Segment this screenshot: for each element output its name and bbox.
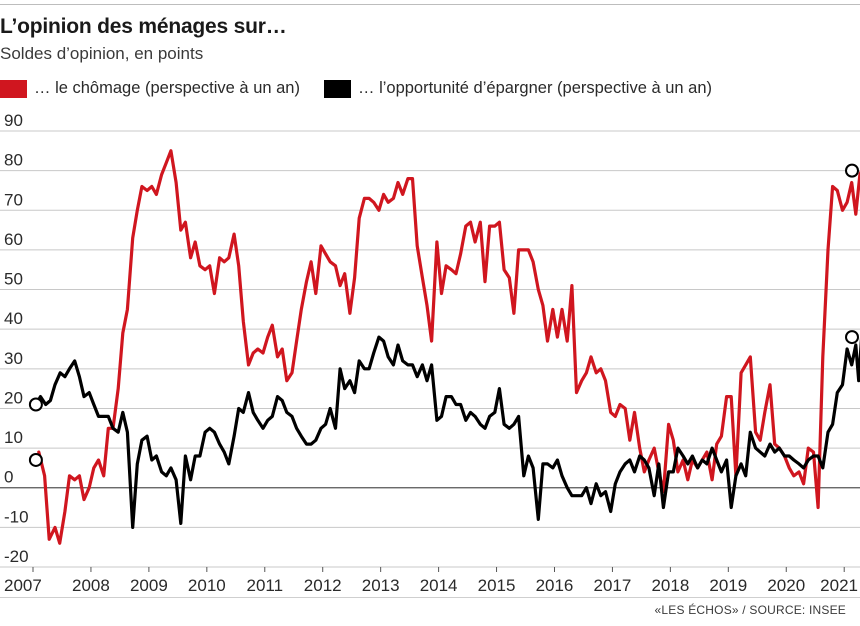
- x-tick-label: 2013: [362, 576, 400, 595]
- y-tick-label: -10: [4, 507, 29, 526]
- y-tick-label: 0: [4, 468, 13, 487]
- y-tick-label: 90: [4, 111, 23, 130]
- series-line-0: [37, 149, 860, 545]
- x-tick-label: 2021: [820, 576, 858, 595]
- legend-item-epargne: … l’opportunité d’épargner (perspective …: [323, 79, 713, 98]
- legend-item-chomage: … le chômage (perspective à un an): [0, 79, 300, 98]
- x-tick-label: 2016: [536, 576, 574, 595]
- bottom-rule: [0, 597, 860, 598]
- y-tick-label: 30: [4, 349, 23, 368]
- series-line-1: [34, 335, 860, 529]
- legend-swatch-red: [0, 79, 27, 98]
- y-tick-label: 20: [4, 388, 23, 407]
- series-lines: [34, 149, 860, 545]
- top-rule: [0, 4, 860, 5]
- x-tick-label: 2015: [478, 576, 516, 595]
- x-tick-label: 2007: [4, 576, 42, 595]
- y-tick-label: -20: [4, 547, 29, 566]
- x-tick-label: 2012: [304, 576, 342, 595]
- x-tick-label: 2018: [651, 576, 689, 595]
- x-tick-label: 2014: [420, 576, 458, 595]
- y-axis-ticks: 90 80 70 60 50 40 30 20 10 0 -10 -20: [4, 111, 29, 566]
- y-tick-label: 40: [4, 309, 23, 328]
- y-tick-label: 60: [4, 230, 23, 249]
- legend-swatch-black: [323, 79, 351, 98]
- series-marker: [28, 397, 43, 412]
- x-tick-label: 2019: [709, 576, 747, 595]
- grid-lines: [0, 130, 860, 568]
- x-tick-label: 2020: [767, 576, 805, 595]
- x-axis-ticks: 2007 2008 2009 2010 2011 2012 2013 2014 2015 2016…: [4, 567, 858, 595]
- x-tick-label: 2010: [188, 576, 226, 595]
- series-marker: [845, 163, 859, 178]
- legend-label-chomage: … le chômage (perspective à un an): [34, 79, 300, 97]
- x-tick-label: 2011: [246, 576, 283, 595]
- series-markers: [28, 163, 859, 467]
- y-tick-label: 70: [4, 190, 23, 209]
- series-marker: [28, 452, 43, 467]
- legend-label-epargne: … l’opportunité d’épargner (perspective …: [357, 79, 713, 97]
- series-marker: [845, 330, 859, 345]
- chart-title: L’opinion des ménages sur…: [0, 15, 287, 38]
- x-tick-label: 2008: [72, 576, 110, 595]
- legend: … le chômage (perspective à un an) … l’o…: [0, 79, 736, 98]
- source-credit: «LES ÉCHOS» / SOURCE: INSEE: [654, 603, 846, 617]
- chart-subtitle: Soldes d’opinion, en points: [0, 44, 204, 63]
- y-tick-label: 10: [4, 428, 23, 447]
- y-tick-label: 50: [4, 270, 23, 289]
- x-tick-label: 2009: [130, 576, 168, 595]
- x-tick-label: 2017: [594, 576, 632, 595]
- y-tick-label: 80: [4, 151, 23, 170]
